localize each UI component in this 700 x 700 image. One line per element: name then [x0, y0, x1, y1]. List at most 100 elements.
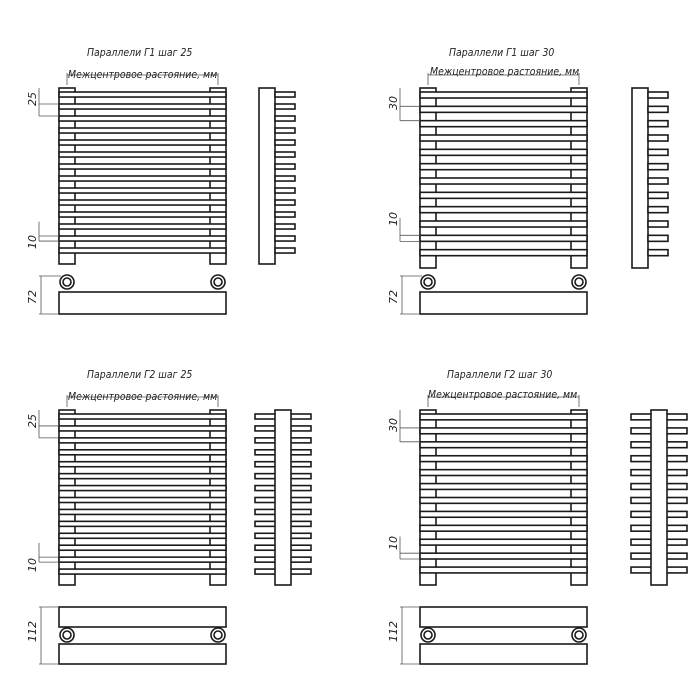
panel-2-bar-dim: 10	[387, 212, 400, 226]
panel-1-pitch-dim: 25	[26, 92, 39, 106]
horizontal-bar	[58, 223, 227, 230]
horizontal-bar	[58, 568, 227, 575]
panel-3-title: Параллели Г2 шаг 25	[87, 368, 193, 381]
side-view-fin	[274, 139, 296, 146]
side-view-fin	[274, 175, 296, 182]
horizontal-bar	[419, 427, 588, 435]
side-view-fin	[274, 187, 296, 194]
panel-2-depth-dim: 72	[387, 290, 400, 304]
panel-4-pitch-dim: 30	[387, 418, 400, 432]
horizontal-bar	[58, 187, 227, 194]
side-view-fin	[274, 115, 296, 122]
horizontal-bar	[419, 441, 588, 449]
horizontal-bar	[58, 437, 227, 444]
horizontal-bar	[58, 520, 227, 528]
side-view-fin	[274, 127, 296, 134]
horizontal-bar	[419, 134, 588, 142]
panel-3-depth-dim: 112	[26, 621, 39, 642]
panel-3-subtitle: Межцентровое растояние, мм	[68, 390, 218, 403]
horizontal-bar	[58, 544, 227, 552]
panel-2-title: Параллели Г1 шаг 30	[449, 46, 555, 59]
panel-1-depth-dim: 72	[26, 290, 39, 304]
pipe-inner	[574, 630, 584, 640]
pipe-inner	[423, 630, 433, 640]
side-view-fin	[647, 91, 669, 99]
side-view-fin	[647, 148, 669, 157]
panel-3-pitch-dim: 25	[26, 414, 39, 428]
side-view-fin	[274, 235, 296, 242]
horizontal-bar	[419, 191, 588, 200]
pipe-inner	[62, 630, 72, 640]
horizontal-bar	[419, 413, 588, 421]
side-view-fin	[274, 247, 296, 254]
horizontal-bar	[419, 524, 588, 532]
side-view-post	[650, 409, 668, 586]
side-view-fin	[647, 220, 669, 228]
horizontal-bar	[58, 556, 227, 563]
horizontal-bar	[58, 235, 227, 242]
panel-1-bar-dim: 10	[26, 235, 39, 249]
bottom-view-bar-top	[419, 606, 588, 628]
side-view-fin	[274, 199, 296, 206]
horizontal-bar	[58, 199, 227, 206]
horizontal-bar	[58, 460, 227, 468]
bottom-view-bar	[419, 291, 588, 315]
horizontal-bar	[419, 234, 588, 243]
horizontal-bar	[419, 248, 588, 257]
horizontal-bar	[58, 151, 227, 158]
side-view-fin	[274, 151, 296, 158]
horizontal-bar	[419, 566, 588, 574]
panel-2-pitch-dim: 30	[387, 96, 400, 110]
side-view-fin	[274, 163, 296, 170]
bottom-view-bar-bottom	[58, 643, 227, 665]
side-view-fin	[647, 119, 669, 128]
panel-4-bar-dim: 10	[387, 536, 400, 550]
horizontal-bar	[419, 496, 588, 505]
horizontal-bar	[419, 91, 588, 99]
horizontal-bar	[58, 91, 227, 98]
side-view-fin	[647, 162, 669, 171]
side-view-fin	[647, 191, 669, 200]
horizontal-bar	[419, 162, 588, 171]
side-view-fin	[274, 223, 296, 230]
horizontal-bar	[58, 448, 227, 456]
panel-1-title: Параллели Г1 шаг 25	[87, 46, 193, 59]
side-view-fin	[647, 234, 669, 243]
pipe-inner	[213, 630, 223, 640]
side-view-fin	[647, 105, 669, 114]
horizontal-bar	[58, 211, 227, 218]
horizontal-bar	[58, 508, 227, 516]
pipe-inner	[213, 277, 223, 287]
horizontal-bar	[419, 105, 588, 114]
horizontal-bar	[58, 472, 227, 480]
side-view-fin	[647, 248, 669, 257]
horizontal-bar	[419, 454, 588, 463]
side-view-fin	[274, 211, 296, 218]
panel-4-title: Параллели Г2 шаг 30	[447, 368, 553, 381]
horizontal-bar	[58, 103, 227, 110]
horizontal-bar	[58, 163, 227, 170]
horizontal-bar	[58, 413, 227, 420]
horizontal-bar	[58, 425, 227, 432]
pipe-inner	[574, 277, 584, 287]
side-view-post	[631, 87, 649, 269]
panel-4-subtitle: Межцентровое растояние, мм	[428, 388, 578, 401]
horizontal-bar	[419, 482, 588, 491]
side-view-fin	[647, 177, 669, 185]
side-view-fin	[647, 134, 669, 142]
horizontal-bar	[419, 468, 588, 477]
horizontal-bar	[58, 175, 227, 182]
bottom-view-bar-top	[58, 606, 227, 628]
side-view-post	[258, 87, 276, 265]
horizontal-bar	[419, 538, 588, 546]
horizontal-bar	[58, 532, 227, 540]
horizontal-bar	[419, 510, 588, 519]
pipe-inner	[423, 277, 433, 287]
panel-3-bar-dim: 10	[26, 558, 39, 572]
pipe-inner	[62, 277, 72, 287]
bottom-view-bar	[58, 291, 227, 315]
horizontal-bar	[419, 177, 588, 185]
panel-2-subtitle: Межцентровое растояние, мм	[430, 65, 580, 78]
horizontal-bar	[58, 247, 227, 254]
